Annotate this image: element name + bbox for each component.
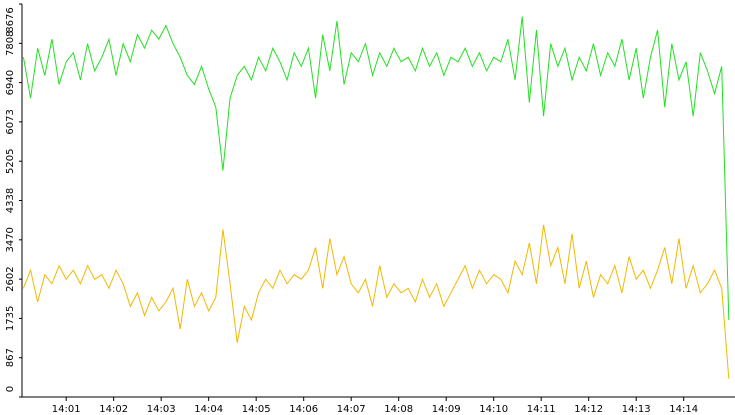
y-tick-label: 8676: [5, 7, 16, 32]
x-tick-label: 14:14: [669, 404, 698, 415]
x-tick-label: 14:03: [147, 404, 176, 415]
y-tick-label: 2602: [5, 266, 16, 291]
x-tick-label: 14:05: [242, 404, 271, 415]
series-line: [22, 16, 730, 321]
y-tick-label: 6073: [5, 109, 16, 134]
series-line: [22, 224, 730, 379]
y-tick-label: 1735: [5, 306, 16, 331]
x-tick-label: 14:01: [52, 404, 81, 415]
x-tick-label: 14:10: [479, 404, 508, 415]
y-tick-label: 867: [5, 348, 16, 367]
y-tick-label: 7808: [5, 31, 16, 56]
x-tick-label: 14:09: [432, 404, 461, 415]
x-tick-label: 14:11: [527, 404, 556, 415]
y-tick-label: 4338: [5, 188, 16, 213]
y-tick-label: 0: [5, 386, 16, 392]
x-tick-label: 14:06: [289, 404, 318, 415]
y-tick-label: 3470: [5, 227, 16, 252]
y-tick-label: 6940: [5, 70, 16, 95]
x-tick-label: 14:08: [384, 404, 413, 415]
x-tick-label: 14:12: [574, 404, 603, 415]
y-tick-label: 5205: [5, 149, 16, 174]
x-tick-label: 14:13: [622, 404, 651, 415]
x-tick-label: 14:07: [337, 404, 366, 415]
x-tick-label: 14:02: [99, 404, 128, 415]
x-tick-label: 14:04: [194, 404, 223, 415]
